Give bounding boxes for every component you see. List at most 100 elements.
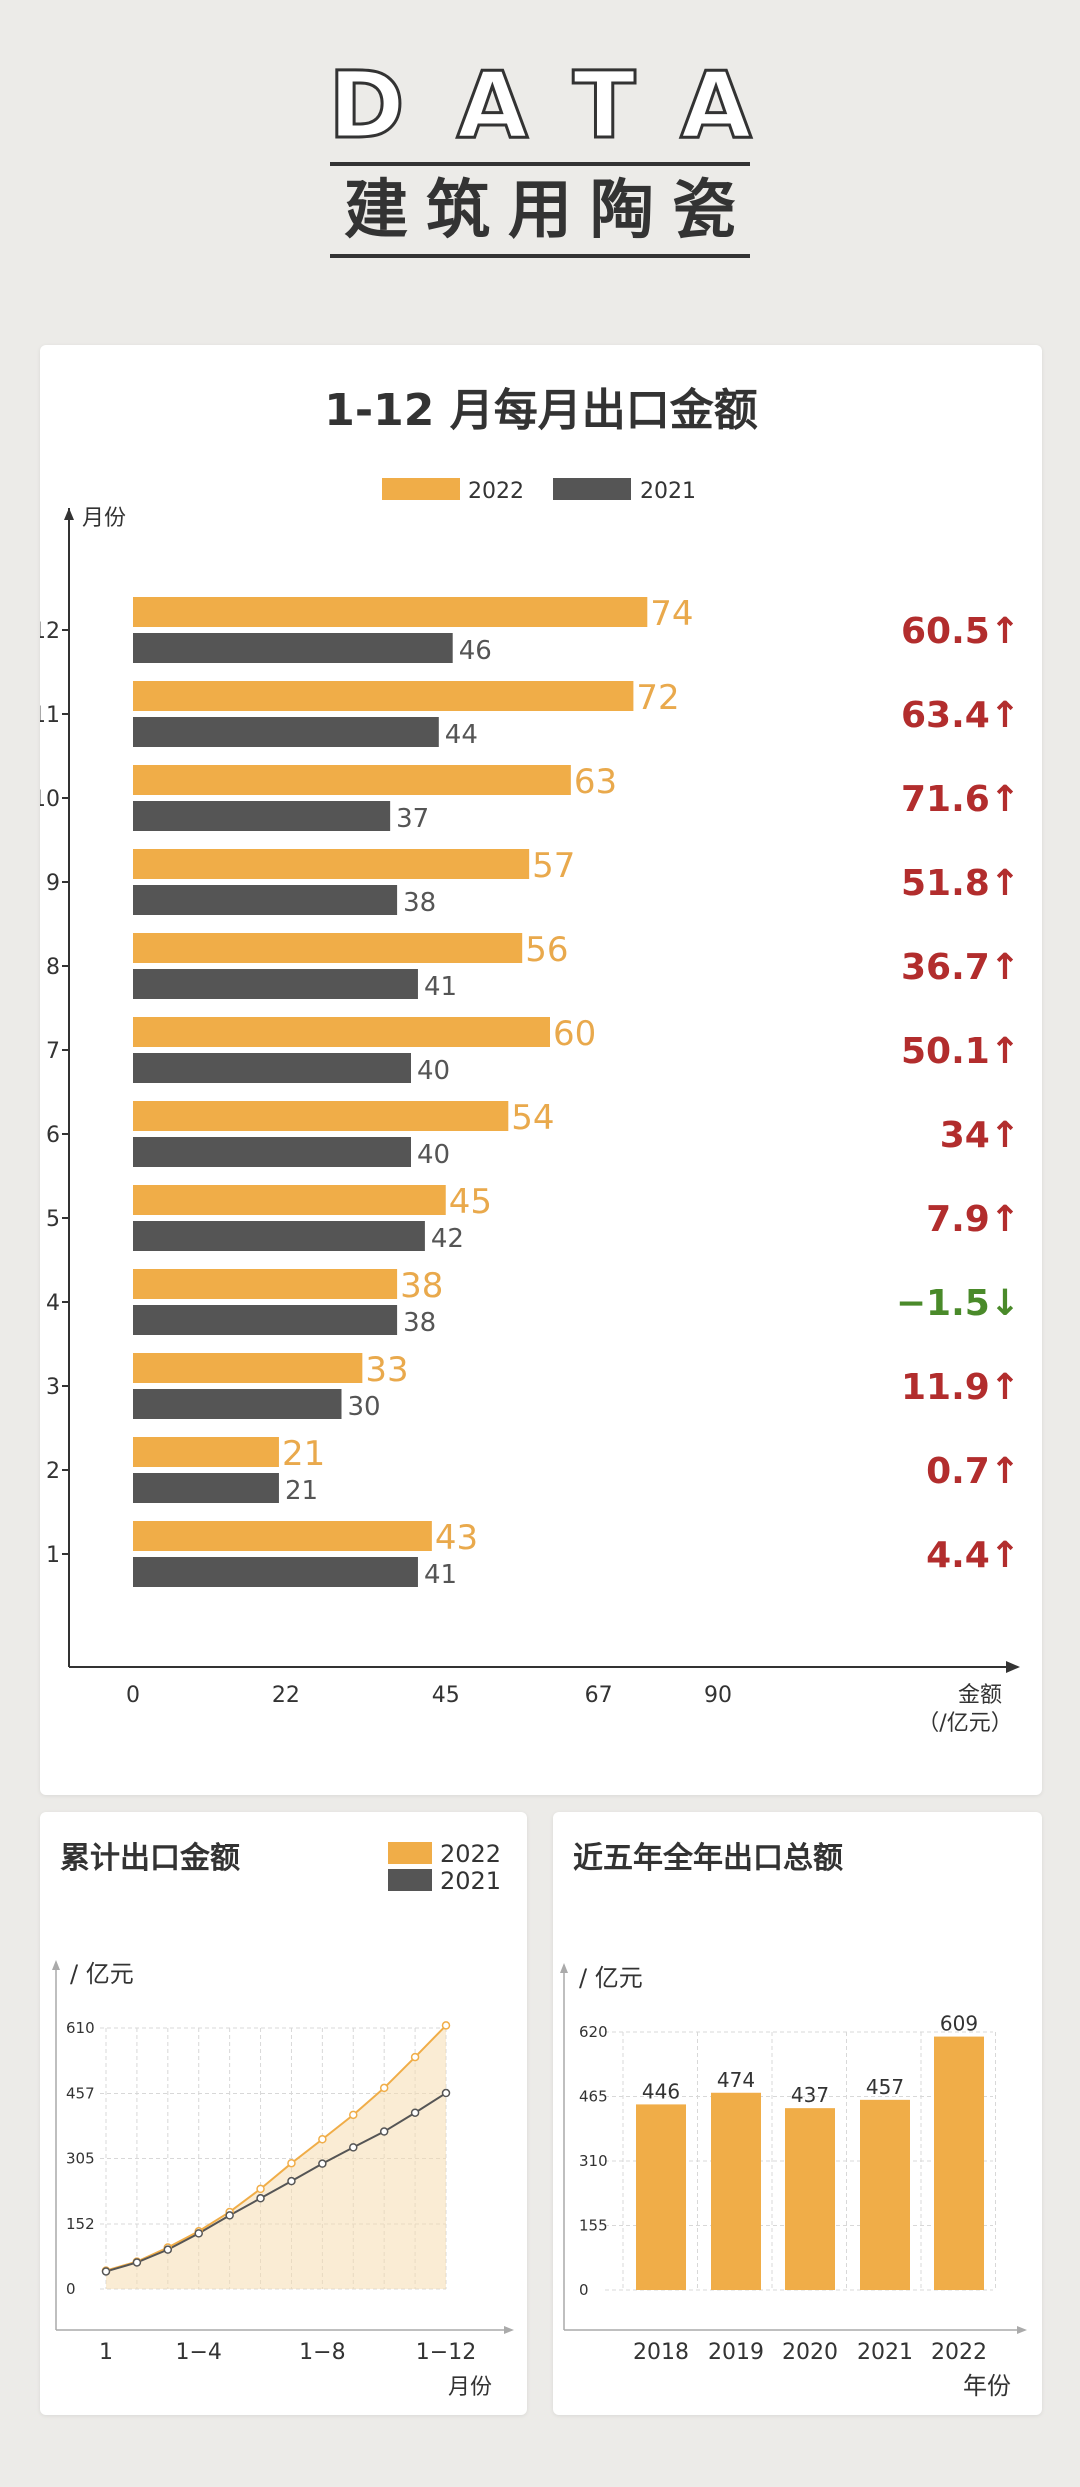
cum-point-2022 bbox=[349, 2110, 358, 2120]
growth-rate-label: 7.9↑ bbox=[926, 1199, 1020, 1240]
bar-2021 bbox=[133, 969, 418, 999]
bar-2022 bbox=[133, 765, 571, 795]
annual-x-tick-label: 2021 bbox=[857, 2340, 913, 2365]
bar-2022 bbox=[133, 1353, 363, 1383]
bar-2021-value-label: 40 bbox=[417, 1056, 450, 1086]
monthly-y-tick-label: 1 bbox=[46, 1543, 60, 1568]
bar-2021 bbox=[133, 1305, 398, 1335]
ann-x-axis-label: 年份 bbox=[963, 2372, 1011, 2400]
ann-unit-label: / 亿元 bbox=[579, 1964, 643, 1992]
growth-rate-label: −1.5↓ bbox=[896, 1283, 1020, 1324]
growth-rate-label: 60.5↑ bbox=[901, 611, 1020, 652]
annual-export-chart: 近五年全年出口总额 / 亿元 年份 620 465 310 155 0 446 2018 47… bbox=[560, 1841, 1027, 2400]
annual-chart-title: 近五年全年出口总额 bbox=[573, 1841, 843, 1876]
cum-x-axis-label: 月份 bbox=[448, 2375, 492, 2400]
header: DATA 建筑用陶瓷 bbox=[0, 52, 1080, 259]
ann-y-tick-label: 620 bbox=[579, 2023, 608, 2041]
cum-x-axis-arrow bbox=[504, 2326, 514, 2334]
header-title-en: DATA bbox=[327, 52, 804, 159]
bar-2022-value-label: 60 bbox=[553, 1014, 596, 1054]
cum-point-2021 bbox=[101, 2267, 111, 2276]
monthly-y-tick-label: 10 bbox=[40, 787, 60, 812]
cum-y-tick-label: 152 bbox=[66, 2215, 95, 2233]
cum-area-2022 bbox=[106, 2025, 446, 2289]
cum-x-tick-label: 1−8 bbox=[299, 2340, 345, 2365]
cum-point-2022 bbox=[441, 2021, 451, 2030]
bar-2022 bbox=[133, 1017, 550, 1047]
bar-2021 bbox=[133, 1557, 418, 1587]
ann-y-axis-arrow bbox=[560, 1963, 568, 1973]
monthly-x-tick-label: 45 bbox=[432, 1683, 460, 1708]
cum-legend-label-2021: 2021 bbox=[440, 1867, 501, 1895]
monthly-chart-title: 1-12 月每月出口金额 bbox=[324, 385, 757, 436]
bar-2021-value-label: 21 bbox=[285, 1476, 318, 1506]
bar-2022-value-label: 56 bbox=[525, 930, 568, 970]
cum-point-2021 bbox=[379, 2127, 389, 2136]
bar-2022 bbox=[133, 1269, 398, 1299]
monthly-x-tick-label: 67 bbox=[585, 1683, 613, 1708]
annual-bar-value-label: 446 bbox=[642, 2079, 680, 2103]
ann-x-axis-arrow bbox=[1017, 2326, 1027, 2334]
monthly-x-tick-label: 90 bbox=[704, 1683, 732, 1708]
monthly-x-axis-label: 金额 bbox=[958, 1683, 1002, 1708]
bar-2021 bbox=[133, 1389, 342, 1419]
monthly-export-chart: 1-12 月每月出口金额 2022 2021 月份 金额 （/亿元） 0 22 45… bbox=[40, 385, 1020, 1736]
annual-bar-value-label: 437 bbox=[791, 2083, 829, 2107]
bar-2022 bbox=[133, 597, 648, 627]
legend-swatch-2022 bbox=[382, 478, 460, 500]
header-title-cn: 建筑用陶瓷 bbox=[344, 174, 754, 248]
legend-swatch-2021 bbox=[553, 478, 631, 500]
annual-bar-value-label: 474 bbox=[717, 2068, 755, 2092]
annual-x-tick-label: 2020 bbox=[782, 2340, 838, 2365]
monthly-y-tick-label: 2 bbox=[46, 1459, 60, 1484]
annual-export-card: 近五年全年出口总额 / 亿元 年份 620 465 310 155 0 446 2018 47… bbox=[553, 1812, 1042, 2415]
growth-rate-label: 50.1↑ bbox=[901, 1031, 1020, 1072]
cumulative-chart-title: 累计出口金额 bbox=[60, 1841, 240, 1876]
bar-2021 bbox=[133, 717, 439, 747]
cum-y-axis-arrow bbox=[52, 1960, 60, 1970]
cum-x-tick-label: 1 bbox=[99, 2340, 113, 2365]
annual-bar-value-label: 457 bbox=[866, 2075, 904, 2099]
bar-2021-value-label: 41 bbox=[424, 1560, 457, 1590]
monthly-y-tick-label: 4 bbox=[46, 1291, 60, 1316]
growth-rate-label: 36.7↑ bbox=[901, 947, 1020, 988]
bar-2021 bbox=[133, 885, 398, 915]
bar-2022-value-label: 54 bbox=[511, 1098, 554, 1138]
legend-label-2022: 2022 bbox=[468, 479, 524, 504]
bar-2022-value-label: 33 bbox=[365, 1350, 408, 1390]
ann-y-tick-label: 310 bbox=[579, 2152, 608, 2170]
bar-2021-value-label: 41 bbox=[424, 972, 457, 1002]
bar-2021-value-label: 40 bbox=[417, 1140, 450, 1170]
monthly-x-tick-label: 0 bbox=[126, 1683, 140, 1708]
bar-2022-value-label: 45 bbox=[449, 1182, 492, 1222]
bar-2022 bbox=[133, 849, 530, 879]
monthly-y-tick-label: 8 bbox=[46, 955, 60, 980]
cum-point-2021 bbox=[441, 2088, 451, 2098]
legend-label-2021: 2021 bbox=[640, 479, 696, 504]
monthly-y-tick-label: 11 bbox=[40, 703, 60, 728]
annual-bar-value-label: 609 bbox=[940, 2012, 978, 2036]
cum-legend-swatch-2021 bbox=[388, 1869, 432, 1891]
ann-y-tick-label: 465 bbox=[579, 2088, 608, 2106]
cumulative-export-chart: 累计出口金额 2022 2021 / 亿元 月份 610 457 305 152 0 1 1… bbox=[52, 1840, 514, 2400]
monthly-y-tick-label: 6 bbox=[46, 1123, 60, 1148]
growth-rate-label: 71.6↑ bbox=[901, 779, 1020, 820]
bar-2022 bbox=[133, 1437, 279, 1467]
cum-line-2021 bbox=[105, 2092, 447, 2273]
cum-point-2021 bbox=[132, 2258, 142, 2267]
cum-x-tick-label: 1−12 bbox=[416, 2340, 476, 2365]
bar-2021-value-label: 42 bbox=[431, 1224, 464, 1254]
cum-y-tick-label: 457 bbox=[66, 2084, 95, 2102]
cum-line-2022 bbox=[105, 2024, 447, 2272]
bar-2022 bbox=[133, 933, 523, 963]
cum-y-tick-label: 305 bbox=[66, 2150, 95, 2168]
monthly-y-axis-arrow bbox=[64, 508, 74, 520]
cum-y-tick-label: 0 bbox=[66, 2280, 76, 2298]
bar-2022-value-label: 38 bbox=[400, 1266, 443, 1306]
monthly-y-tick-label: 5 bbox=[46, 1207, 60, 1232]
monthly-y-tick-label: 9 bbox=[46, 871, 60, 896]
annual-x-tick-label: 2019 bbox=[708, 2340, 764, 2365]
annual-bar bbox=[785, 2108, 835, 2290]
monthly-export-card: 1-12 月每月出口金额 2022 2021 月份 金额 （/亿元） 0 22 45… bbox=[40, 345, 1042, 1795]
cum-point-2021 bbox=[349, 2143, 358, 2152]
